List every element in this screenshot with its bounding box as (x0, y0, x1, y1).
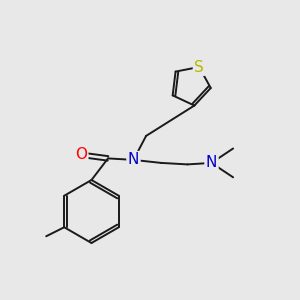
Text: N: N (128, 152, 139, 167)
Text: N: N (206, 155, 217, 170)
Text: S: S (194, 59, 204, 74)
Text: O: O (75, 147, 87, 162)
